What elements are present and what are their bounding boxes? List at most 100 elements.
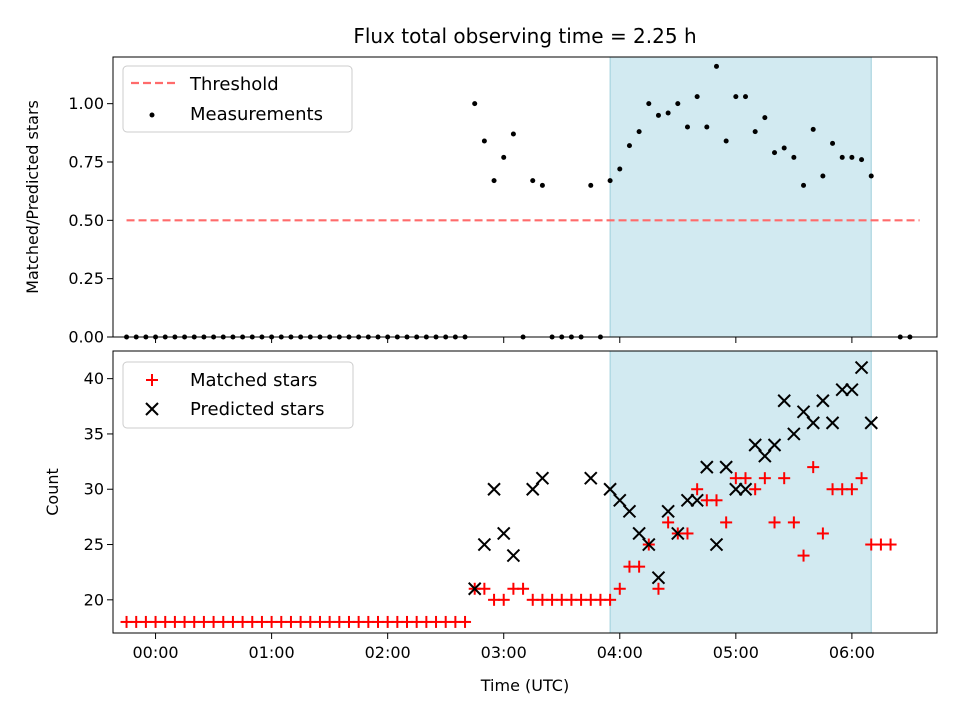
measurement-point: [801, 182, 807, 188]
measurement-point: [752, 129, 758, 135]
measurement-point: [868, 173, 874, 179]
predicted-star-point: [864, 416, 878, 430]
predicted-stars-legend-swatch: [145, 402, 159, 416]
top-y-axis-label: Matched/Predicted stars: [23, 100, 42, 294]
top-x-axis-ticks: [155, 337, 853, 343]
chart-title: Flux total observing time = 2.25 h: [353, 24, 696, 48]
top-legend: Threshold Measurements: [122, 65, 353, 133]
predicted-star-point: [738, 482, 753, 496]
measurement-point: [743, 94, 749, 100]
matched-star-point: [749, 483, 762, 496]
matched-star-point: [691, 483, 704, 496]
predicted-star-point: [767, 438, 782, 452]
top-observing-window-layer: [609, 57, 872, 337]
measurement-point: [510, 131, 516, 137]
predicted-star-point: [777, 394, 791, 408]
top-y-tick-label: 0.25: [68, 269, 104, 288]
predicted-star-point: [816, 394, 830, 408]
measurement-point: [588, 182, 594, 188]
measurement-point: [501, 154, 507, 160]
predicted-star-point: [748, 438, 762, 452]
bottom-legend-box: [122, 361, 354, 429]
bottom-y-tick-label: 35: [84, 424, 104, 443]
measurement-point: [704, 124, 710, 130]
measurement-point: [530, 178, 536, 184]
matched-star-point: [720, 516, 733, 529]
matched-star-point: [633, 560, 646, 573]
predicted-star-point: [729, 482, 743, 496]
matched-star-point: [787, 516, 800, 529]
measurements-legend-label: Measurements: [190, 104, 323, 125]
matched-star-point: [478, 582, 491, 595]
bottom-y-tick-label: 40: [84, 369, 104, 388]
predicted-stars-legend-label: Predicted stars: [190, 399, 324, 420]
predicted-star-point: [651, 570, 666, 585]
matched-star-point: [652, 582, 665, 595]
matched-star-point: [768, 516, 781, 529]
x-axis-label: Time (UTC): [480, 676, 569, 695]
predicted-star-point: [854, 360, 869, 375]
predicted-star-point: [487, 482, 501, 496]
measurement-point: [472, 101, 478, 107]
matched-stars-layer: [120, 461, 897, 628]
predicted-star-point: [632, 526, 646, 541]
measurement-point: [849, 154, 855, 160]
bottom-observing-window: [610, 351, 872, 633]
bottom-x-tick-label: 01:00: [249, 643, 295, 662]
bottom-observing-window-layer: [609, 351, 872, 633]
measurement-point: [820, 173, 826, 179]
measurement-point: [723, 138, 729, 144]
bottom-y-tick-label: 25: [84, 535, 104, 554]
predicted-star-point: [661, 504, 675, 519]
predicted-star-point: [758, 449, 772, 463]
measurement-point: [830, 140, 836, 146]
bottom-x-axis-ticks: 00:00 01:00 02:00 03:00 04:00 05:00 06:00: [132, 633, 875, 662]
predicted-star-point: [690, 493, 704, 508]
matched-star-point: [807, 461, 820, 474]
measurement-point: [713, 63, 719, 69]
measurement-point: [617, 166, 623, 172]
top-observing-window: [610, 57, 872, 337]
top-y-axis-ticks: 0.00 0.25 0.50 0.75 1.00: [68, 94, 113, 347]
top-plot-frame: [112, 56, 938, 338]
measurement-point: [694, 94, 700, 100]
predicted-star-point: [709, 537, 724, 552]
bottom-plot-frame: [112, 350, 938, 634]
measurement-point: [859, 157, 865, 163]
measurement-point: [636, 129, 642, 135]
measurement-point: [626, 143, 632, 149]
bottom-x-tick-label: 00:00: [132, 643, 178, 662]
bottom-y-axis-ticks: 20 25 30 35 40: [84, 369, 113, 609]
matched-star-point: [459, 615, 472, 628]
matched-star-point: [739, 472, 752, 485]
predicted-star-point: [506, 548, 521, 563]
measurement-point: [762, 115, 768, 121]
measurement-point: [810, 126, 816, 132]
measurement-point: [655, 112, 661, 118]
measurement-point: [607, 178, 613, 184]
predicted-star-point: [845, 382, 859, 397]
predicted-star-point: [584, 471, 598, 485]
predicted-star-point: [497, 526, 511, 541]
matched-star-point: [681, 527, 694, 540]
matched-star-point: [497, 593, 510, 606]
measurement-point: [481, 138, 487, 144]
predicted-star-point: [613, 493, 627, 508]
bottom-legend: Matched stars Predicted stars: [122, 361, 354, 429]
matched-star-point: [517, 582, 530, 595]
predicted-star-point: [835, 382, 849, 397]
predicted-star-point: [680, 493, 695, 508]
top-y-tick-label: 0.75: [68, 153, 104, 172]
matched-star-point: [613, 582, 626, 595]
bottom-x-tick-label: 03:00: [481, 643, 527, 662]
matched-star-point: [855, 472, 868, 485]
measurement-point: [675, 101, 681, 107]
predicted-star-point: [535, 471, 550, 485]
measurement-point: [781, 145, 787, 151]
bottom-chart-panel: 20 25 30 35 40 00:00 01:00 02:00 03:00 04:00 05:0…: [43, 350, 938, 695]
predicted-star-point: [671, 526, 685, 541]
measurement-point: [684, 124, 690, 130]
predicted-star-point: [806, 416, 820, 430]
measurement-point: [733, 94, 739, 100]
matched-stars-legend-swatch: [146, 374, 158, 386]
